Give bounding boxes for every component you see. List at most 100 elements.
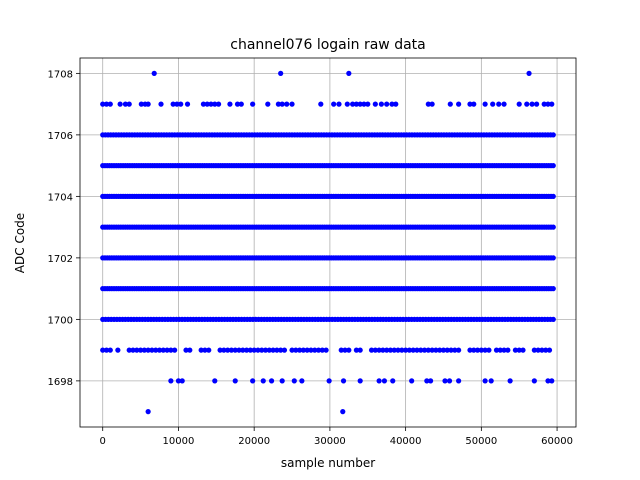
y-tick-label: 1700 (48, 315, 73, 326)
data-point (331, 101, 337, 107)
data-point (403, 347, 409, 353)
data-point (291, 378, 297, 384)
data-point (153, 347, 159, 353)
data-point (312, 347, 318, 353)
data-point (115, 347, 121, 353)
data-point (507, 378, 513, 384)
data-point (137, 347, 144, 353)
data-point (268, 378, 275, 384)
data-point (524, 101, 530, 107)
data-point (198, 347, 204, 353)
data-point (448, 347, 454, 353)
data-point (202, 347, 208, 353)
data-point (446, 378, 453, 384)
data-point (428, 378, 434, 384)
data-point (107, 101, 113, 107)
data-point (340, 378, 347, 384)
data-point (550, 193, 556, 199)
x-tick-label: 10000 (163, 436, 195, 447)
data-point (391, 347, 397, 353)
data-point (293, 347, 299, 353)
plot-frame (79, 57, 577, 428)
data-point (138, 101, 144, 107)
data-point (384, 101, 390, 107)
x-tick-label: 20000 (238, 436, 270, 447)
data-point (299, 378, 305, 384)
data-point (550, 132, 556, 138)
data-point (217, 347, 223, 353)
data-point (471, 101, 477, 107)
data-point (488, 378, 494, 384)
data-point (497, 347, 503, 353)
data-point (406, 347, 413, 353)
data-point (122, 101, 129, 107)
data-point (546, 347, 553, 353)
data-point (346, 70, 352, 76)
data-point (378, 101, 384, 107)
data-point (456, 101, 462, 107)
data-point (490, 101, 496, 107)
data-point (238, 101, 244, 107)
data-point (289, 101, 295, 107)
data-point (353, 347, 359, 353)
data-point (103, 101, 110, 107)
data-point (501, 101, 507, 107)
data-point (284, 101, 290, 107)
y-tick-label: 1698 (48, 377, 73, 388)
data-point (289, 347, 295, 353)
x-tick-label: 60000 (541, 436, 573, 447)
x-tick-label: 40000 (390, 436, 422, 447)
data-point (353, 101, 359, 107)
y-tick-label: 1704 (48, 192, 73, 203)
data-point (274, 347, 280, 353)
data-point (387, 347, 394, 353)
x-tick-label: 50000 (465, 436, 497, 447)
data-point (381, 378, 388, 384)
data-point (183, 347, 189, 353)
data-point (100, 101, 106, 107)
data-point (447, 101, 453, 107)
data-point (304, 347, 310, 353)
data-point (376, 347, 382, 353)
data-point (265, 101, 271, 107)
data-point (234, 101, 241, 107)
data-point (486, 347, 492, 353)
data-point (414, 347, 420, 353)
chart-title: channel076 logain raw data (230, 37, 425, 53)
data-point (344, 101, 350, 107)
data-point (227, 101, 233, 107)
data-point (318, 101, 324, 107)
data-point (323, 347, 329, 353)
data-point (279, 101, 285, 107)
data-point (418, 347, 424, 353)
data-point (151, 70, 157, 76)
data-point (187, 347, 193, 353)
data-point (444, 347, 450, 353)
data-point (357, 378, 363, 384)
data-point (160, 347, 166, 353)
x-axis-label: sample number (281, 456, 375, 470)
data-point (346, 347, 352, 353)
data-point (281, 347, 288, 353)
data-point (372, 101, 378, 107)
data-point (251, 347, 257, 353)
data-point (232, 378, 238, 384)
data-point (456, 347, 462, 353)
data-point (145, 347, 151, 353)
data-point (247, 347, 253, 353)
data-point (156, 347, 163, 353)
data-point (300, 347, 306, 353)
data-point (184, 101, 191, 107)
data-point (429, 347, 435, 353)
data-point (550, 163, 556, 169)
data-point (357, 101, 363, 107)
data-point (232, 347, 238, 353)
data-point (442, 378, 448, 384)
data-point (228, 347, 235, 353)
data-point (145, 409, 151, 415)
data-point (456, 378, 462, 384)
data-point (297, 347, 303, 353)
data-point (204, 101, 210, 107)
